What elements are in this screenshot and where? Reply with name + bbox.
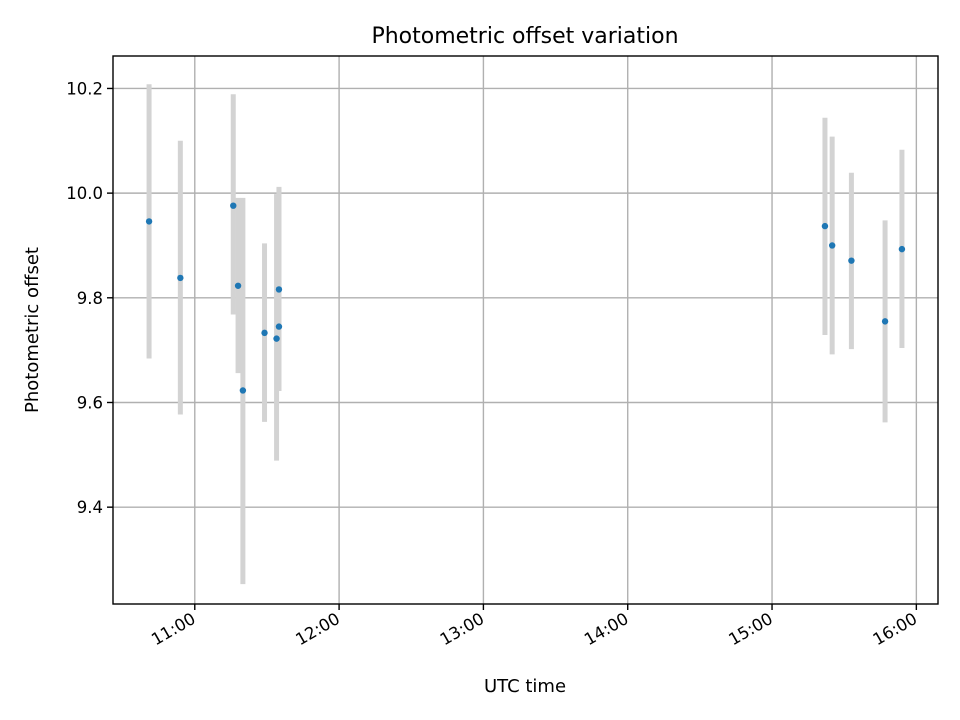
data-point (261, 329, 268, 337)
plot-frame (112, 55, 939, 605)
chart-title: Photometric offset variation (371, 24, 678, 49)
data-point (898, 245, 906, 253)
data-point (848, 257, 855, 264)
data-point (230, 202, 237, 209)
data-point (145, 218, 153, 225)
y-tick-label: 9.6 (77, 393, 103, 412)
data-point (275, 286, 283, 293)
y-tick-label: 9.4 (77, 498, 103, 517)
data-point (275, 323, 283, 330)
data-point (828, 242, 836, 249)
data-points (145, 202, 906, 394)
data-point (821, 222, 829, 230)
data-point (177, 274, 184, 282)
data-point (881, 318, 889, 325)
data-point (239, 387, 247, 394)
y-axis-label: Photometric offset (22, 247, 43, 413)
y-tick-label: 10.2 (66, 79, 103, 98)
x-axis-label: UTC time (484, 676, 566, 697)
y-tick-label: 9.8 (77, 289, 103, 308)
y-axis-ticks: 9.4 9.6 9.8 10.0 10.2 (66, 79, 113, 517)
y-tick-label: 10.0 (66, 184, 103, 203)
data-point (234, 282, 242, 289)
data-point (273, 335, 280, 342)
grid-lines (113, 56, 938, 604)
